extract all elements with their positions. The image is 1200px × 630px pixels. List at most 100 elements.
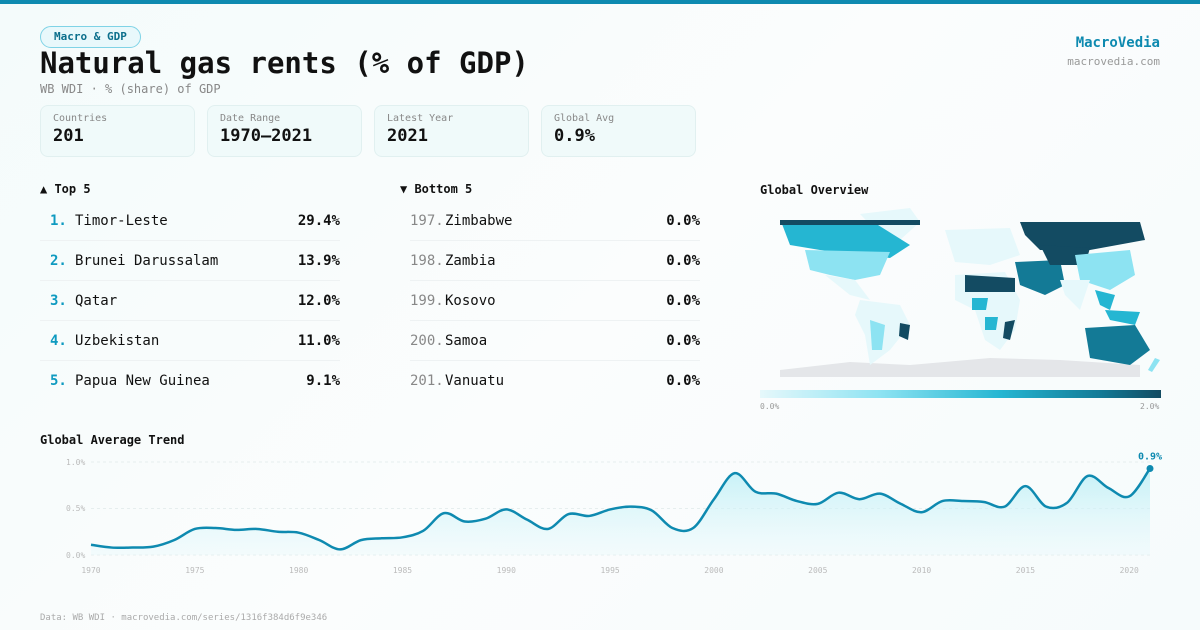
country-name: Zimbabwe xyxy=(445,212,513,229)
footer-source: Data: WB WDI · macrovedia.com/series/131… xyxy=(40,613,328,623)
x-tick-label: 2020 xyxy=(1120,566,1139,575)
country-name: Zambia xyxy=(445,252,496,269)
value: 29.4% xyxy=(297,212,340,229)
value: 9.1% xyxy=(306,373,340,389)
canada xyxy=(782,220,910,258)
stat-label: Global Avg xyxy=(554,113,615,124)
australia xyxy=(1085,325,1150,365)
rank: 2. xyxy=(50,252,67,269)
trend-chart-title: Global Average Trend xyxy=(40,433,185,447)
stat-card-global-avg: Global Avg 0.9% xyxy=(541,105,696,157)
list-item[interactable]: 198. Zambia 0.0% xyxy=(410,241,700,281)
bolivia xyxy=(899,323,910,340)
y-tick-label: 1.0% xyxy=(66,458,85,467)
bottom5-list: 197. Zimbabwe 0.0% 198. Zambia 0.0% 199. Koso… xyxy=(410,201,700,401)
country-name: Timor-Leste xyxy=(75,212,168,229)
russia xyxy=(1020,222,1145,250)
country-name: Qatar xyxy=(75,292,118,309)
value: 0.0% xyxy=(666,332,700,349)
value: 0.0% xyxy=(666,212,700,229)
x-tick-label: 2010 xyxy=(912,566,931,575)
southeast-asia xyxy=(1095,290,1140,325)
country-name: Samoa xyxy=(445,332,488,349)
antarctica xyxy=(780,358,1140,377)
stat-value: 1970–2021 xyxy=(220,126,313,146)
trend-chart: 1.0% 0.5% 0.0% 1970 1975 1980 1985 1990 1995 2… xyxy=(66,452,1162,575)
value: 0.0% xyxy=(666,373,700,389)
category-badge[interactable]: Macro & GDP xyxy=(40,26,141,48)
legend-min-label: 0.0% xyxy=(760,402,780,411)
trend-area xyxy=(91,468,1150,555)
country-name: Papua New Guinea xyxy=(75,373,210,389)
europe xyxy=(945,228,1020,265)
top5-list: 1. Timor-Leste 29.4% 2. Brunei Darussalam 13… xyxy=(40,201,340,401)
list-item[interactable]: 4. Uzbekistan 11.0% xyxy=(40,321,340,361)
north-africa xyxy=(965,275,1015,292)
brand-logo[interactable]: MacroVedia xyxy=(1075,35,1160,51)
rank: 200. xyxy=(410,332,444,349)
y-tick-label: 0.0% xyxy=(66,551,85,560)
x-tick-label: 1985 xyxy=(393,566,412,575)
country-name: Uzbekistan xyxy=(75,332,160,349)
latest-point xyxy=(1146,465,1154,473)
middle-east xyxy=(1015,260,1065,295)
india xyxy=(1060,280,1090,310)
list-item[interactable]: 3. Qatar 12.0% xyxy=(40,281,340,321)
stat-label: Date Range xyxy=(220,113,281,124)
rank: 3. xyxy=(50,292,67,309)
nigeria-angola xyxy=(972,298,998,330)
world-map[interactable] xyxy=(760,200,1160,385)
x-tick-label: 2015 xyxy=(1016,566,1035,575)
mexico-central-america xyxy=(825,275,870,300)
list-item[interactable]: 200. Samoa 0.0% xyxy=(410,321,700,361)
list-item[interactable]: 197. Zimbabwe 0.0% xyxy=(410,201,700,241)
x-tick-label: 1995 xyxy=(600,566,619,575)
usa xyxy=(805,250,890,280)
rank: 199. xyxy=(410,292,444,309)
rank: 198. xyxy=(410,252,444,269)
page-subtitle: WB WDI · % (share) of GDP xyxy=(40,82,221,96)
stat-value: 2021 xyxy=(387,126,428,146)
rank: 1. xyxy=(50,212,67,229)
rank: 4. xyxy=(50,332,67,349)
list-item[interactable]: 2. Brunei Darussalam 13.9% xyxy=(40,241,340,281)
value: 0.0% xyxy=(666,252,700,269)
country-name: Kosovo xyxy=(445,292,496,309)
new-zealand xyxy=(1148,358,1160,372)
rank: 201. xyxy=(410,373,444,389)
stat-label: Latest Year xyxy=(387,113,454,124)
stat-value: 0.9% xyxy=(554,126,595,146)
value: 0.0% xyxy=(666,292,700,309)
stat-card-latest-year: Latest Year 2021 xyxy=(374,105,529,157)
country-name: Vanuatu xyxy=(445,373,505,389)
value: 13.9% xyxy=(297,252,340,269)
list-item[interactable]: 5. Papua New Guinea 9.1% xyxy=(40,361,340,401)
brand-url[interactable]: macrovedia.com xyxy=(1067,55,1160,68)
x-tick-label: 1980 xyxy=(289,566,308,575)
list-item[interactable]: 201. Vanuatu 0.0% xyxy=(410,361,700,401)
stat-card-countries: Countries 201 xyxy=(40,105,195,157)
brazil-bolivia xyxy=(870,320,885,350)
list-item[interactable]: 1. Timor-Leste 29.4% xyxy=(40,201,340,241)
x-tick-label: 1970 xyxy=(81,566,100,575)
trend-line xyxy=(90,467,1152,551)
x-tick-label: 2000 xyxy=(704,566,723,575)
top5-heading: ▲ Top 5 xyxy=(40,182,91,196)
top-accent-bar xyxy=(0,0,1200,4)
map-color-legend xyxy=(760,390,1161,398)
list-item[interactable]: 199. Kosovo 0.0% xyxy=(410,281,700,321)
rank: 197. xyxy=(410,212,444,229)
x-tick-label: 2005 xyxy=(808,566,827,575)
end-value-label: 0.9% xyxy=(1138,452,1162,463)
map-heading: Global Overview xyxy=(760,183,869,197)
x-tick-label: 1975 xyxy=(185,566,204,575)
value: 11.0% xyxy=(297,332,340,349)
y-tick-label: 0.5% xyxy=(66,504,85,513)
stat-card-date-range: Date Range 1970–2021 xyxy=(207,105,362,157)
legend-max-label: 2.0% xyxy=(1140,402,1160,411)
x-tick-label: 1990 xyxy=(497,566,516,575)
bottom5-heading: ▼ Bottom 5 xyxy=(400,182,473,196)
value: 12.0% xyxy=(297,292,340,309)
rank: 5. xyxy=(50,373,67,389)
country-name: Brunei Darussalam xyxy=(75,252,219,269)
